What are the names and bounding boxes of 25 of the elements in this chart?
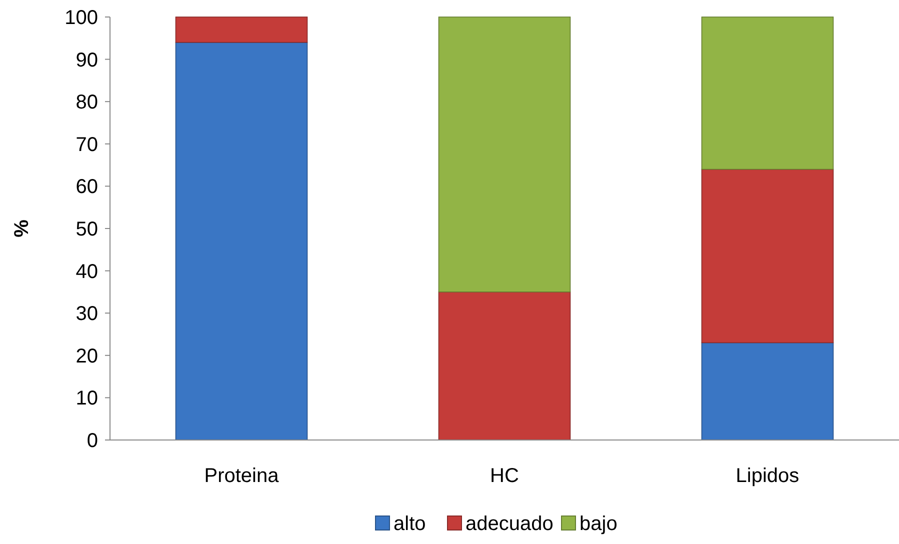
bar (701, 168, 834, 344)
y-tick-label: 60 (76, 176, 98, 198)
bar (701, 342, 834, 440)
x-tick-label: Proteina (204, 465, 280, 487)
bar (175, 16, 308, 43)
x-tick-label: Lipidos (736, 465, 800, 487)
bar (175, 42, 308, 440)
y-tick-label: 20 (76, 345, 98, 368)
y-tick-label: 0 (86, 430, 98, 452)
bar (438, 292, 571, 440)
legend-label: adecuado (466, 513, 554, 535)
y-tick-label: 40 (76, 260, 98, 283)
y-tick-label: 10 (76, 388, 98, 410)
y-tick-label: 50 (76, 218, 98, 240)
y-tick-label: 90 (76, 49, 98, 72)
legend-label: bajo (580, 513, 618, 535)
y-axis-title: % (11, 219, 33, 238)
y-tick-label: 30 (76, 303, 98, 326)
bar (438, 16, 571, 292)
y-tick-label: 70 (76, 134, 98, 156)
y-tick-label: 80 (76, 92, 98, 114)
y-tick-label: 100 (64, 7, 98, 29)
x-tick-label: HC (490, 465, 519, 487)
bar (701, 16, 834, 170)
legend-label: alto (394, 513, 426, 535)
